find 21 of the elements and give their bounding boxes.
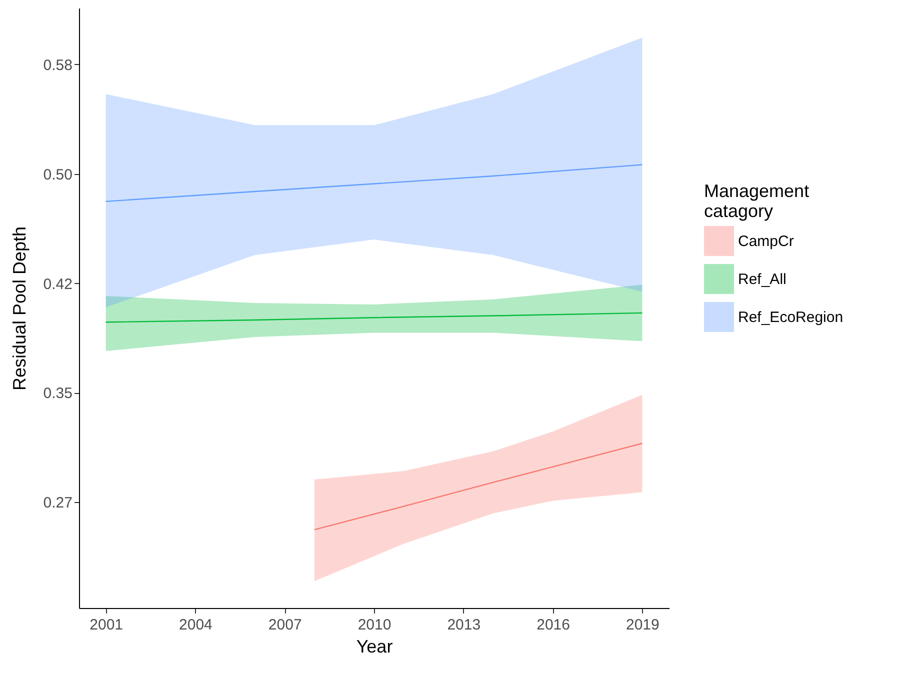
y-tick-label: 0.42 <box>43 276 72 293</box>
legend-label: Ref_All <box>738 271 786 288</box>
x-tick-label: 2004 <box>179 616 212 634</box>
y-tick-label: 0.27 <box>43 494 72 512</box>
x-axis-title: Year <box>356 636 393 656</box>
y-tick-label: 0.50 <box>43 166 72 184</box>
x-tick-label: 2013 <box>447 616 481 634</box>
x-tick-label: 2007 <box>268 616 302 634</box>
line-series <box>105 312 643 323</box>
x-tick-label: 2019 <box>626 616 660 634</box>
line-series <box>105 164 643 202</box>
legend-title: Management catagory <box>704 181 810 221</box>
y-tick-label: 0.35 <box>43 385 72 402</box>
line-series <box>314 442 643 530</box>
x-tick-label: 2001 <box>90 616 124 634</box>
y-axis-title: Residual Pool Depth <box>9 226 30 391</box>
y-tick-label: 0.58 <box>43 56 72 74</box>
x-tick-label: 2016 <box>536 616 570 634</box>
legend-label: CampCr <box>738 233 794 250</box>
legend-label: Ref_EcoRegion <box>738 309 844 326</box>
x-tick-label: 2010 <box>358 616 392 634</box>
